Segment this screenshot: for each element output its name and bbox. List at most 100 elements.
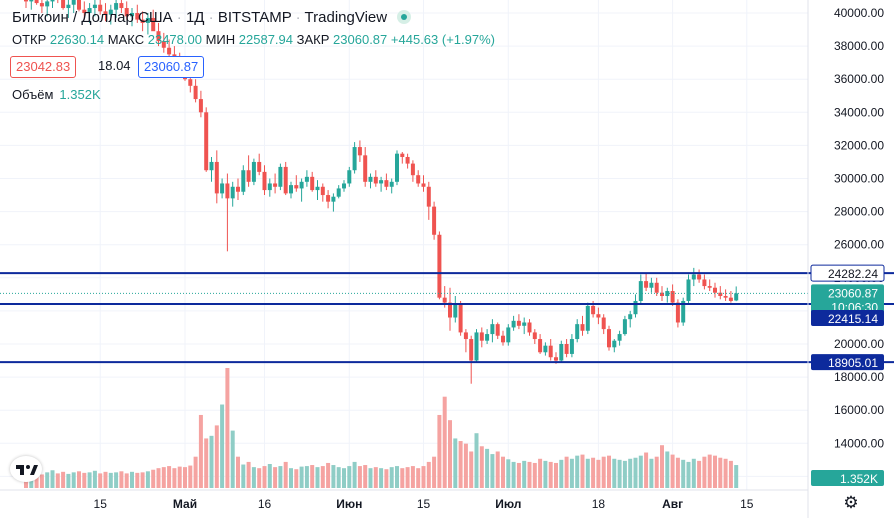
low-value: 22587.94 <box>238 32 294 47</box>
candle <box>686 274 691 305</box>
candle-body <box>559 344 564 361</box>
sell-price-button[interactable]: 23042.83 <box>10 56 77 78</box>
candle-body <box>622 319 627 335</box>
candle <box>495 322 500 340</box>
volume-bar <box>395 466 399 488</box>
candle <box>638 274 643 305</box>
price-tick-label: 36000.00 <box>834 72 884 86</box>
candle <box>575 319 580 343</box>
volume-bar <box>559 459 564 488</box>
interval-label[interactable]: 1Д <box>185 9 205 26</box>
volume-bar <box>532 462 537 488</box>
low-label: МИН <box>205 32 236 47</box>
volume-bar <box>34 471 39 488</box>
price-label-lower-line-text: 18905.01 <box>828 356 878 370</box>
volume-bar <box>304 466 309 488</box>
volume-bar <box>299 466 304 488</box>
volume-bar <box>548 461 553 488</box>
candle <box>649 277 654 293</box>
candle-body <box>92 4 97 9</box>
volume-bar <box>601 456 606 488</box>
candle-body <box>453 304 458 318</box>
symbol-header[interactable]: Биткоин / Доллар США · 1Д · BITSTAMP · T… <box>12 9 412 26</box>
candle <box>660 286 664 301</box>
volume-bar <box>347 466 352 488</box>
symbol-name[interactable]: Биткоин / Доллар США <box>12 9 173 26</box>
candle-body <box>310 176 315 191</box>
candle <box>400 152 405 164</box>
candle-body <box>469 339 474 361</box>
volume-bar <box>511 461 516 488</box>
candle-body <box>373 176 378 184</box>
candle <box>114 0 119 18</box>
price-label-lower-line-bg <box>811 354 884 371</box>
candle <box>108 4 113 25</box>
candle <box>214 150 219 204</box>
volume-bar <box>236 456 240 488</box>
volume-bar <box>87 472 92 488</box>
volume-bar <box>426 461 431 488</box>
candle-body <box>34 0 39 4</box>
gear-icon[interactable]: ⚙ <box>843 493 859 512</box>
candle-body <box>384 180 389 187</box>
volume-bar <box>124 473 129 488</box>
candle <box>426 181 431 220</box>
volume-bar <box>167 466 172 488</box>
volume-axis-badge-bg <box>811 470 884 486</box>
candle <box>267 178 272 197</box>
candle <box>633 294 638 318</box>
volume-bar <box>92 470 97 488</box>
candle-body <box>257 161 262 172</box>
ohlc-legend: ОТКР 22630.14 МАКС 23478.00 МИН 22587.94… <box>12 32 495 47</box>
candle <box>532 329 537 344</box>
candle <box>718 286 723 300</box>
price-tick-label: 18000.00 <box>834 370 884 384</box>
volume-bar <box>506 459 511 488</box>
high-value: 23478.00 <box>147 32 202 47</box>
buy-price-button[interactable]: 23060.87 <box>138 56 205 78</box>
price-tick-label: 40000.00 <box>834 6 884 20</box>
candle-body <box>29 0 34 2</box>
candle <box>421 175 426 192</box>
candle-body <box>416 175 421 184</box>
candle-body <box>501 335 505 343</box>
candle <box>251 158 256 186</box>
candle-body <box>617 334 622 341</box>
volume-bar <box>262 466 267 488</box>
volume-bar <box>675 457 680 488</box>
volume-bar <box>543 460 548 488</box>
price-label-middle-line: 22415.14 <box>811 310 884 327</box>
candle <box>463 329 468 353</box>
candle-body <box>267 183 272 191</box>
volume-bar <box>596 459 601 488</box>
candle-body <box>379 180 384 184</box>
tradingview-logo-icon[interactable] <box>10 456 42 482</box>
horizontal-lines[interactable] <box>0 272 894 364</box>
candle <box>405 153 410 169</box>
volume-bar <box>432 456 437 488</box>
candle-body <box>77 0 81 10</box>
candle-body <box>485 334 490 341</box>
candle <box>103 3 108 22</box>
candle-body <box>516 320 521 326</box>
candle-body <box>538 339 543 353</box>
candle-body <box>71 0 76 5</box>
time-tick-label: Июн <box>336 497 362 511</box>
price-tick-label: 30000.00 <box>834 172 884 186</box>
volume-bar <box>389 467 394 488</box>
candle <box>607 325 611 351</box>
candle <box>145 13 150 35</box>
volume-bar <box>331 465 336 488</box>
volume-bar <box>283 461 288 488</box>
candle <box>569 334 574 358</box>
candle-body <box>103 11 108 15</box>
close-label: ЗАКР <box>296 32 330 47</box>
candle <box>734 286 739 302</box>
volume-bar <box>82 472 87 488</box>
candle-body <box>612 340 617 348</box>
volume-bar <box>267 464 272 488</box>
volume-bar <box>469 451 474 488</box>
candle-body <box>569 339 574 354</box>
